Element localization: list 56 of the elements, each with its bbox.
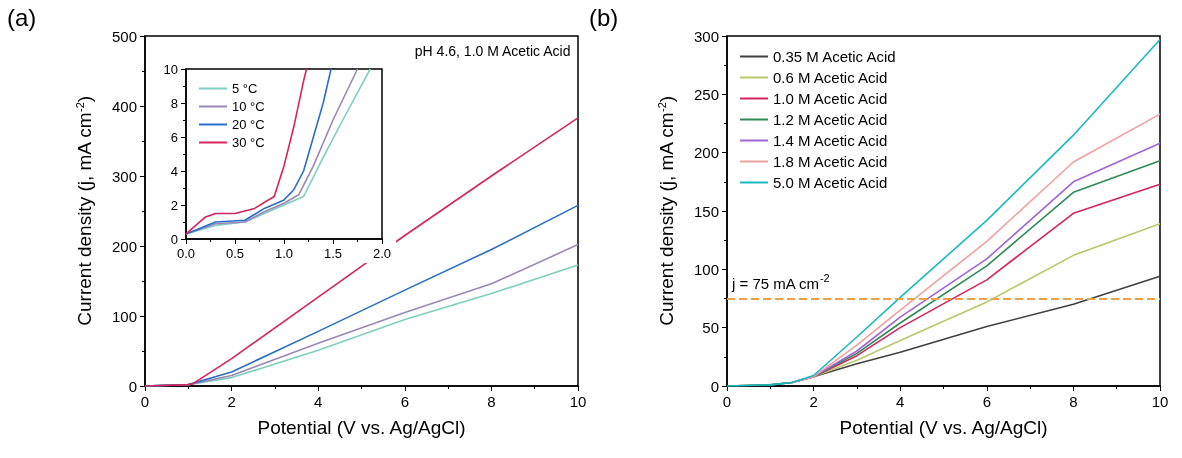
x-tick-label: 2 — [809, 393, 818, 410]
line-series — [185, 68, 308, 235]
legend-label: 1.2 M Acetic Acid — [773, 111, 888, 128]
y-axis-title: Current density (j, mA cm-2) — [73, 95, 95, 326]
x-tick-label: 6 — [400, 393, 409, 410]
legend-label: 5 °C — [232, 81, 258, 96]
y-tick-label: 6 — [170, 129, 178, 145]
y-tick-label: 150 — [693, 202, 719, 220]
y-tick-label: 200 — [111, 237, 137, 255]
x-tick-label: 0.5 — [225, 246, 245, 261]
x-tick-label: 4 — [314, 393, 323, 410]
y-tick-label: 0 — [710, 377, 719, 395]
x-tick-label: 0.0 — [176, 246, 196, 261]
legend-label: 10 °C — [232, 99, 265, 114]
y-tick-label: 300 — [111, 167, 137, 185]
y-tick-label: 100 — [693, 260, 719, 278]
line-series — [185, 68, 332, 235]
y-tick-label: 200 — [693, 144, 719, 162]
x-tick-label: 1.5 — [323, 246, 343, 261]
legend-label: 1.8 M Acetic Acid — [773, 153, 888, 170]
legend-label: 1.4 M Acetic Acid — [773, 132, 888, 149]
chart-title: (a) — [7, 3, 37, 31]
legend-label: 5.0 M Acetic Acid — [773, 174, 888, 191]
legend-label: 0.6 M Acetic Acid — [773, 69, 888, 86]
annotation: pH 4.6, 1.0 M Acetic Acid — [414, 43, 571, 59]
legend-label: 1.0 M Acetic Acid — [773, 90, 888, 107]
y-tick-label: 0 — [128, 377, 137, 395]
x-tick-label: 10 — [1151, 393, 1169, 410]
x-tick-label: 0 — [722, 393, 732, 410]
chart-title: (b) — [589, 3, 619, 31]
legend-label: 30 °C — [232, 135, 265, 150]
x-tick-label: 1.0 — [274, 246, 294, 261]
x-tick-label: 10 — [569, 393, 587, 410]
x-axis-title: Potential (V vs. Ag/AgCl) — [839, 417, 1048, 438]
x-tick-label: 2 — [227, 393, 236, 410]
x-tick-label: 4 — [896, 393, 905, 410]
y-tick-label: 300 — [693, 27, 719, 45]
y-tick-label: 10 — [163, 61, 178, 77]
y-tick-label: 0 — [170, 231, 178, 247]
legend-label: 20 °C — [232, 117, 265, 132]
y-tick-label: 250 — [693, 85, 719, 103]
x-tick-label: 6 — [982, 393, 991, 410]
y-tick-label: 500 — [111, 27, 137, 45]
x-tick-label: 2.0 — [372, 246, 392, 261]
y-tick-label: 2 — [170, 197, 178, 213]
x-tick-label: 8 — [1069, 393, 1078, 410]
x-tick-label: 0 — [140, 393, 150, 410]
y-tick-label: 100 — [111, 307, 137, 325]
x-tick-label: 8 — [487, 393, 496, 410]
y-tick-label: 400 — [111, 97, 137, 115]
y-tick-label: 8 — [170, 95, 178, 111]
y-tick-label: 50 — [702, 319, 719, 337]
legend-label: 0.35 M Acetic Acid — [773, 48, 896, 65]
x-axis-title: Potential (V vs. Ag/AgCl) — [257, 417, 466, 438]
y-tick-label: 4 — [170, 163, 178, 179]
y-axis-title: Current density (j, mA cm-2) — [655, 95, 677, 326]
